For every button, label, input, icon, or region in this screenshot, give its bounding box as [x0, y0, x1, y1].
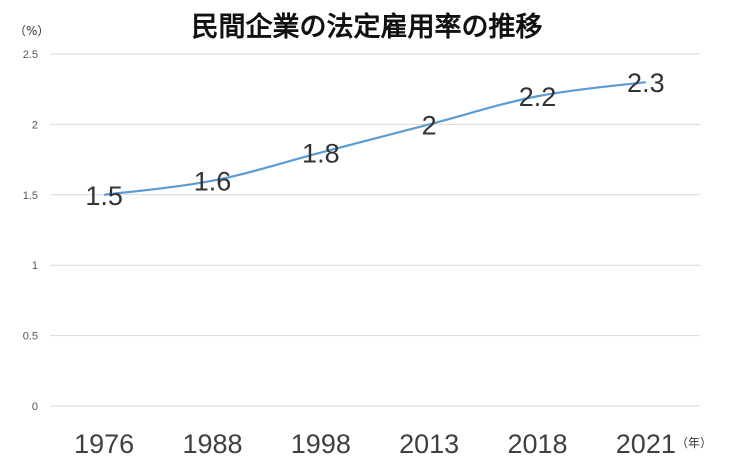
data-label: 1.5	[85, 181, 123, 211]
series-line-group	[104, 81, 646, 196]
y-tick-label: 2	[32, 119, 38, 131]
y-axis-unit: （%）	[14, 24, 49, 38]
x-tick-label: 2018	[507, 429, 567, 459]
y-tick-label: 0	[32, 401, 38, 413]
x-tick-label: 1998	[291, 429, 351, 459]
data-label: 2.3	[627, 68, 665, 98]
data-label: 1.6	[194, 167, 232, 197]
chart-title: 民間企業の法定雇用率の推移	[192, 11, 543, 43]
y-axis-ticks: 0 0.5 1 1.5 2 2.5	[23, 49, 38, 413]
x-tick-label: 2021	[616, 429, 676, 459]
x-tick-label: 2013	[399, 429, 459, 459]
y-tick-label: 2.5	[23, 49, 38, 61]
series-line	[104, 81, 646, 196]
x-tick-label: 1976	[74, 429, 134, 459]
data-label: 2	[422, 110, 437, 140]
data-label: 2.2	[519, 82, 557, 112]
y-tick-label: 1	[32, 260, 38, 272]
data-labels: 1.5 1.6 1.8 2 2.2 2.3	[85, 68, 664, 211]
data-label: 1.8	[302, 139, 340, 169]
y-tick-label: 0.5	[23, 331, 38, 343]
x-axis-ticks: 1976 1988 1998 2013 2018 2021	[74, 429, 676, 459]
x-axis-unit: （年）	[676, 436, 712, 450]
x-tick-label: 1988	[182, 429, 242, 459]
y-tick-label: 1.5	[23, 190, 38, 202]
gridlines	[50, 53, 700, 407]
